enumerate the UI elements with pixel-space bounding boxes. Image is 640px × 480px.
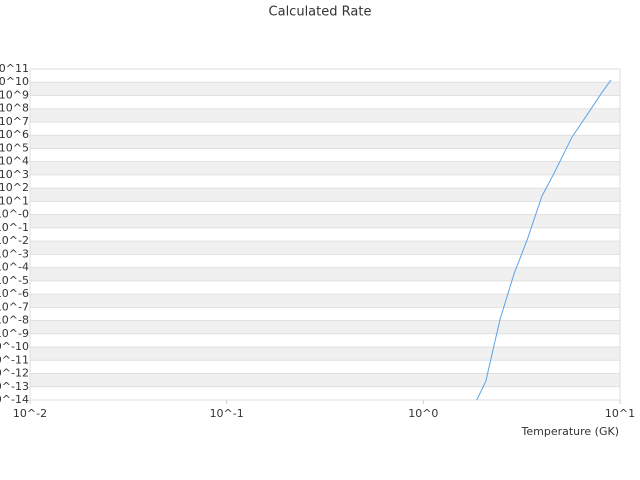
y-tick-label: 10^11 (0, 62, 29, 75)
grid-band (30, 347, 620, 361)
y-tick-label: 10^-2 (0, 234, 29, 247)
data-line (476, 79, 612, 401)
y-tick-label: 10^-6 (0, 287, 29, 300)
y-tick-label: 10^5 (0, 141, 29, 154)
chart-title: Calculated Rate (269, 5, 372, 20)
grid-band (30, 188, 620, 202)
y-tick-label: 10^-5 (0, 274, 29, 287)
y-tick-label: 10^9 (0, 88, 29, 101)
y-tick-label: 10^2 (0, 181, 29, 194)
y-tick-label: 10^3 (0, 168, 29, 181)
plot-area (30, 68, 620, 401)
grid-band (30, 161, 620, 175)
y-tick-label: 10^-7 (0, 300, 29, 313)
y-tick-label: 10^-1 (0, 221, 29, 234)
y-tick-label: 10^7 (0, 115, 29, 128)
grid-band (30, 294, 620, 308)
y-tick-label: 10^-13 (0, 380, 29, 393)
grid-band (30, 267, 620, 281)
x-axis-label: Temperature (GK) (521, 425, 620, 438)
y-tick-label: 10^4 (0, 155, 29, 168)
y-tick-label: 10^6 (0, 128, 29, 141)
x-tick-label: 10^0 (408, 407, 438, 420)
grid-band (30, 108, 620, 122)
y-tick-label: 10^10 (0, 75, 29, 88)
y-tick-label: 10^-0 (0, 208, 29, 221)
x-tick-label: 10^-1 (210, 407, 244, 420)
grid-band (30, 241, 620, 255)
grid-band (30, 320, 620, 334)
y-tick-label: 10^8 (0, 102, 29, 115)
y-tick-label: 10^-9 (0, 327, 29, 340)
grid-band (30, 135, 620, 149)
x-tick-label: 10^1 (605, 407, 635, 420)
plot-frame (29, 68, 621, 401)
y-tick-label: 10^-4 (0, 261, 29, 274)
y-tick-label: 10^-10 (0, 340, 29, 353)
x-tick-label: 10^-2 (13, 407, 47, 420)
grid-band (30, 373, 620, 387)
y-tick-label: 10^-11 (0, 353, 29, 366)
y-tick-label: 10^-8 (0, 314, 29, 327)
y-tick-label: 10^-14 (0, 393, 29, 406)
y-tick-label: 10^-3 (0, 247, 29, 260)
y-tick-label: 10^-12 (0, 367, 29, 380)
y-tick-label: 10^1 (0, 194, 29, 207)
grid-band (30, 82, 620, 96)
grid-band (30, 214, 620, 228)
